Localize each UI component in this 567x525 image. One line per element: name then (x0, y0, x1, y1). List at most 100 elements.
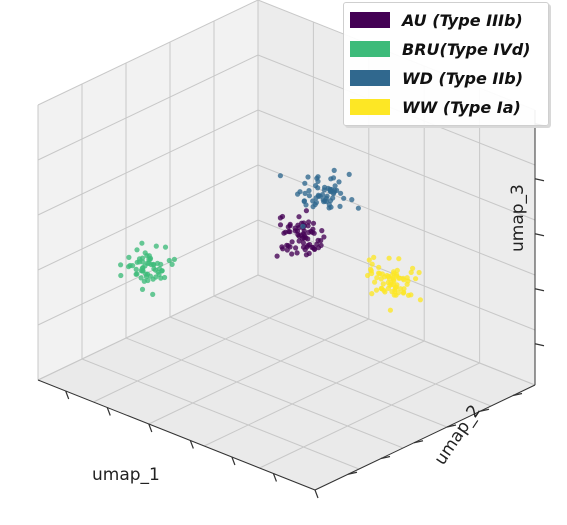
data-point (386, 255, 392, 261)
data-point (384, 272, 390, 279)
data-point (337, 203, 343, 209)
data-point (336, 179, 342, 185)
data-point (391, 269, 397, 275)
data-point (287, 229, 293, 235)
x-tick (148, 423, 153, 433)
data-point (159, 268, 165, 274)
data-point (355, 205, 361, 211)
data-point (140, 268, 146, 274)
left-wall-grid-horizontal (37, 54, 259, 161)
data-point (296, 214, 302, 220)
data-point (279, 244, 285, 250)
legend: AU (Type IIIb) BRU(Type IVd) WD (Type II… (343, 2, 549, 126)
data-point (396, 256, 402, 262)
data-point (302, 190, 308, 196)
data-point (138, 275, 144, 281)
data-point (334, 187, 340, 193)
data-point (303, 202, 309, 208)
data-point (134, 271, 140, 277)
data-point (377, 271, 383, 277)
data-point (141, 278, 147, 284)
data-point (152, 267, 158, 273)
data-point (328, 188, 334, 194)
data-point (332, 183, 338, 189)
legend-item-au: AU (Type IIIb) (350, 9, 523, 31)
x-tick (231, 456, 236, 466)
left-wall-grid-horizontal (37, 109, 259, 216)
data-point (369, 261, 375, 267)
data-point (310, 220, 317, 226)
left-wall-grid-horizontal (37, 0, 259, 106)
data-point (151, 262, 157, 268)
data-point (285, 243, 291, 249)
data-point (330, 175, 337, 181)
data-point (303, 235, 309, 241)
z-tick (534, 233, 545, 237)
data-point (368, 268, 374, 274)
data-point (300, 240, 306, 246)
legend-item-wd: WD (Type IIb) (350, 67, 523, 89)
data-point (369, 291, 375, 297)
data-point (277, 173, 283, 179)
data-point (144, 271, 151, 277)
y-tick (347, 471, 358, 475)
data-point (387, 307, 393, 313)
data-point (330, 195, 336, 201)
floor-grid-y (169, 316, 448, 428)
data-point (289, 251, 295, 257)
data-point (315, 185, 321, 191)
data-point (366, 257, 372, 263)
x-tick (189, 440, 194, 449)
legend-label-wd: WD (Type IIb) (402, 68, 524, 88)
right-wall-grid-horizontal (257, 109, 536, 221)
data-point (150, 291, 156, 297)
data-point (341, 195, 347, 201)
data-point (142, 263, 148, 269)
data-point (385, 279, 391, 286)
left-wall-grid-horizontal (37, 274, 259, 381)
x-tick (106, 407, 111, 416)
data-point (397, 286, 403, 292)
data-point (372, 279, 378, 285)
data-point (346, 171, 352, 177)
floor-grid-y (257, 274, 536, 386)
axis-panes (38, 0, 535, 490)
floor-grid-y (125, 337, 404, 449)
left-wall-pane (38, 0, 258, 380)
data-point (306, 188, 312, 194)
z-axis-label: umap_3 (508, 184, 528, 252)
data-point (153, 243, 159, 249)
data-point (126, 254, 132, 260)
left-wall-grid-horizontal (37, 164, 259, 271)
data-point (305, 174, 311, 180)
data-point (373, 287, 380, 293)
data-point (395, 290, 402, 296)
legend-item-bru: BRU(Type IVd) (350, 38, 531, 60)
data-point (376, 264, 382, 270)
data-point (416, 269, 422, 276)
data-point (127, 262, 133, 269)
data-point (171, 256, 177, 262)
data-point (313, 199, 319, 206)
legend-swatch-ww (350, 99, 390, 115)
legend-swatch-bru (350, 41, 390, 57)
data-point (318, 238, 324, 244)
legend-swatch-au (350, 12, 390, 28)
data-point (312, 246, 318, 252)
data-point (391, 292, 397, 298)
data-point (133, 266, 139, 272)
y-tick (413, 440, 424, 444)
data-point (338, 190, 344, 196)
data-point (301, 228, 307, 234)
data-point (401, 286, 407, 292)
floor-grid-y (213, 295, 492, 407)
y-tick (512, 392, 523, 397)
legend-label-ww: WW (Type Ia) (402, 97, 521, 117)
data-point (331, 167, 337, 173)
data-point (321, 187, 327, 193)
data-point (277, 215, 283, 221)
data-point (391, 282, 397, 288)
data-point (274, 253, 280, 259)
x-axis-spine (37, 379, 316, 491)
data-point (315, 192, 321, 198)
